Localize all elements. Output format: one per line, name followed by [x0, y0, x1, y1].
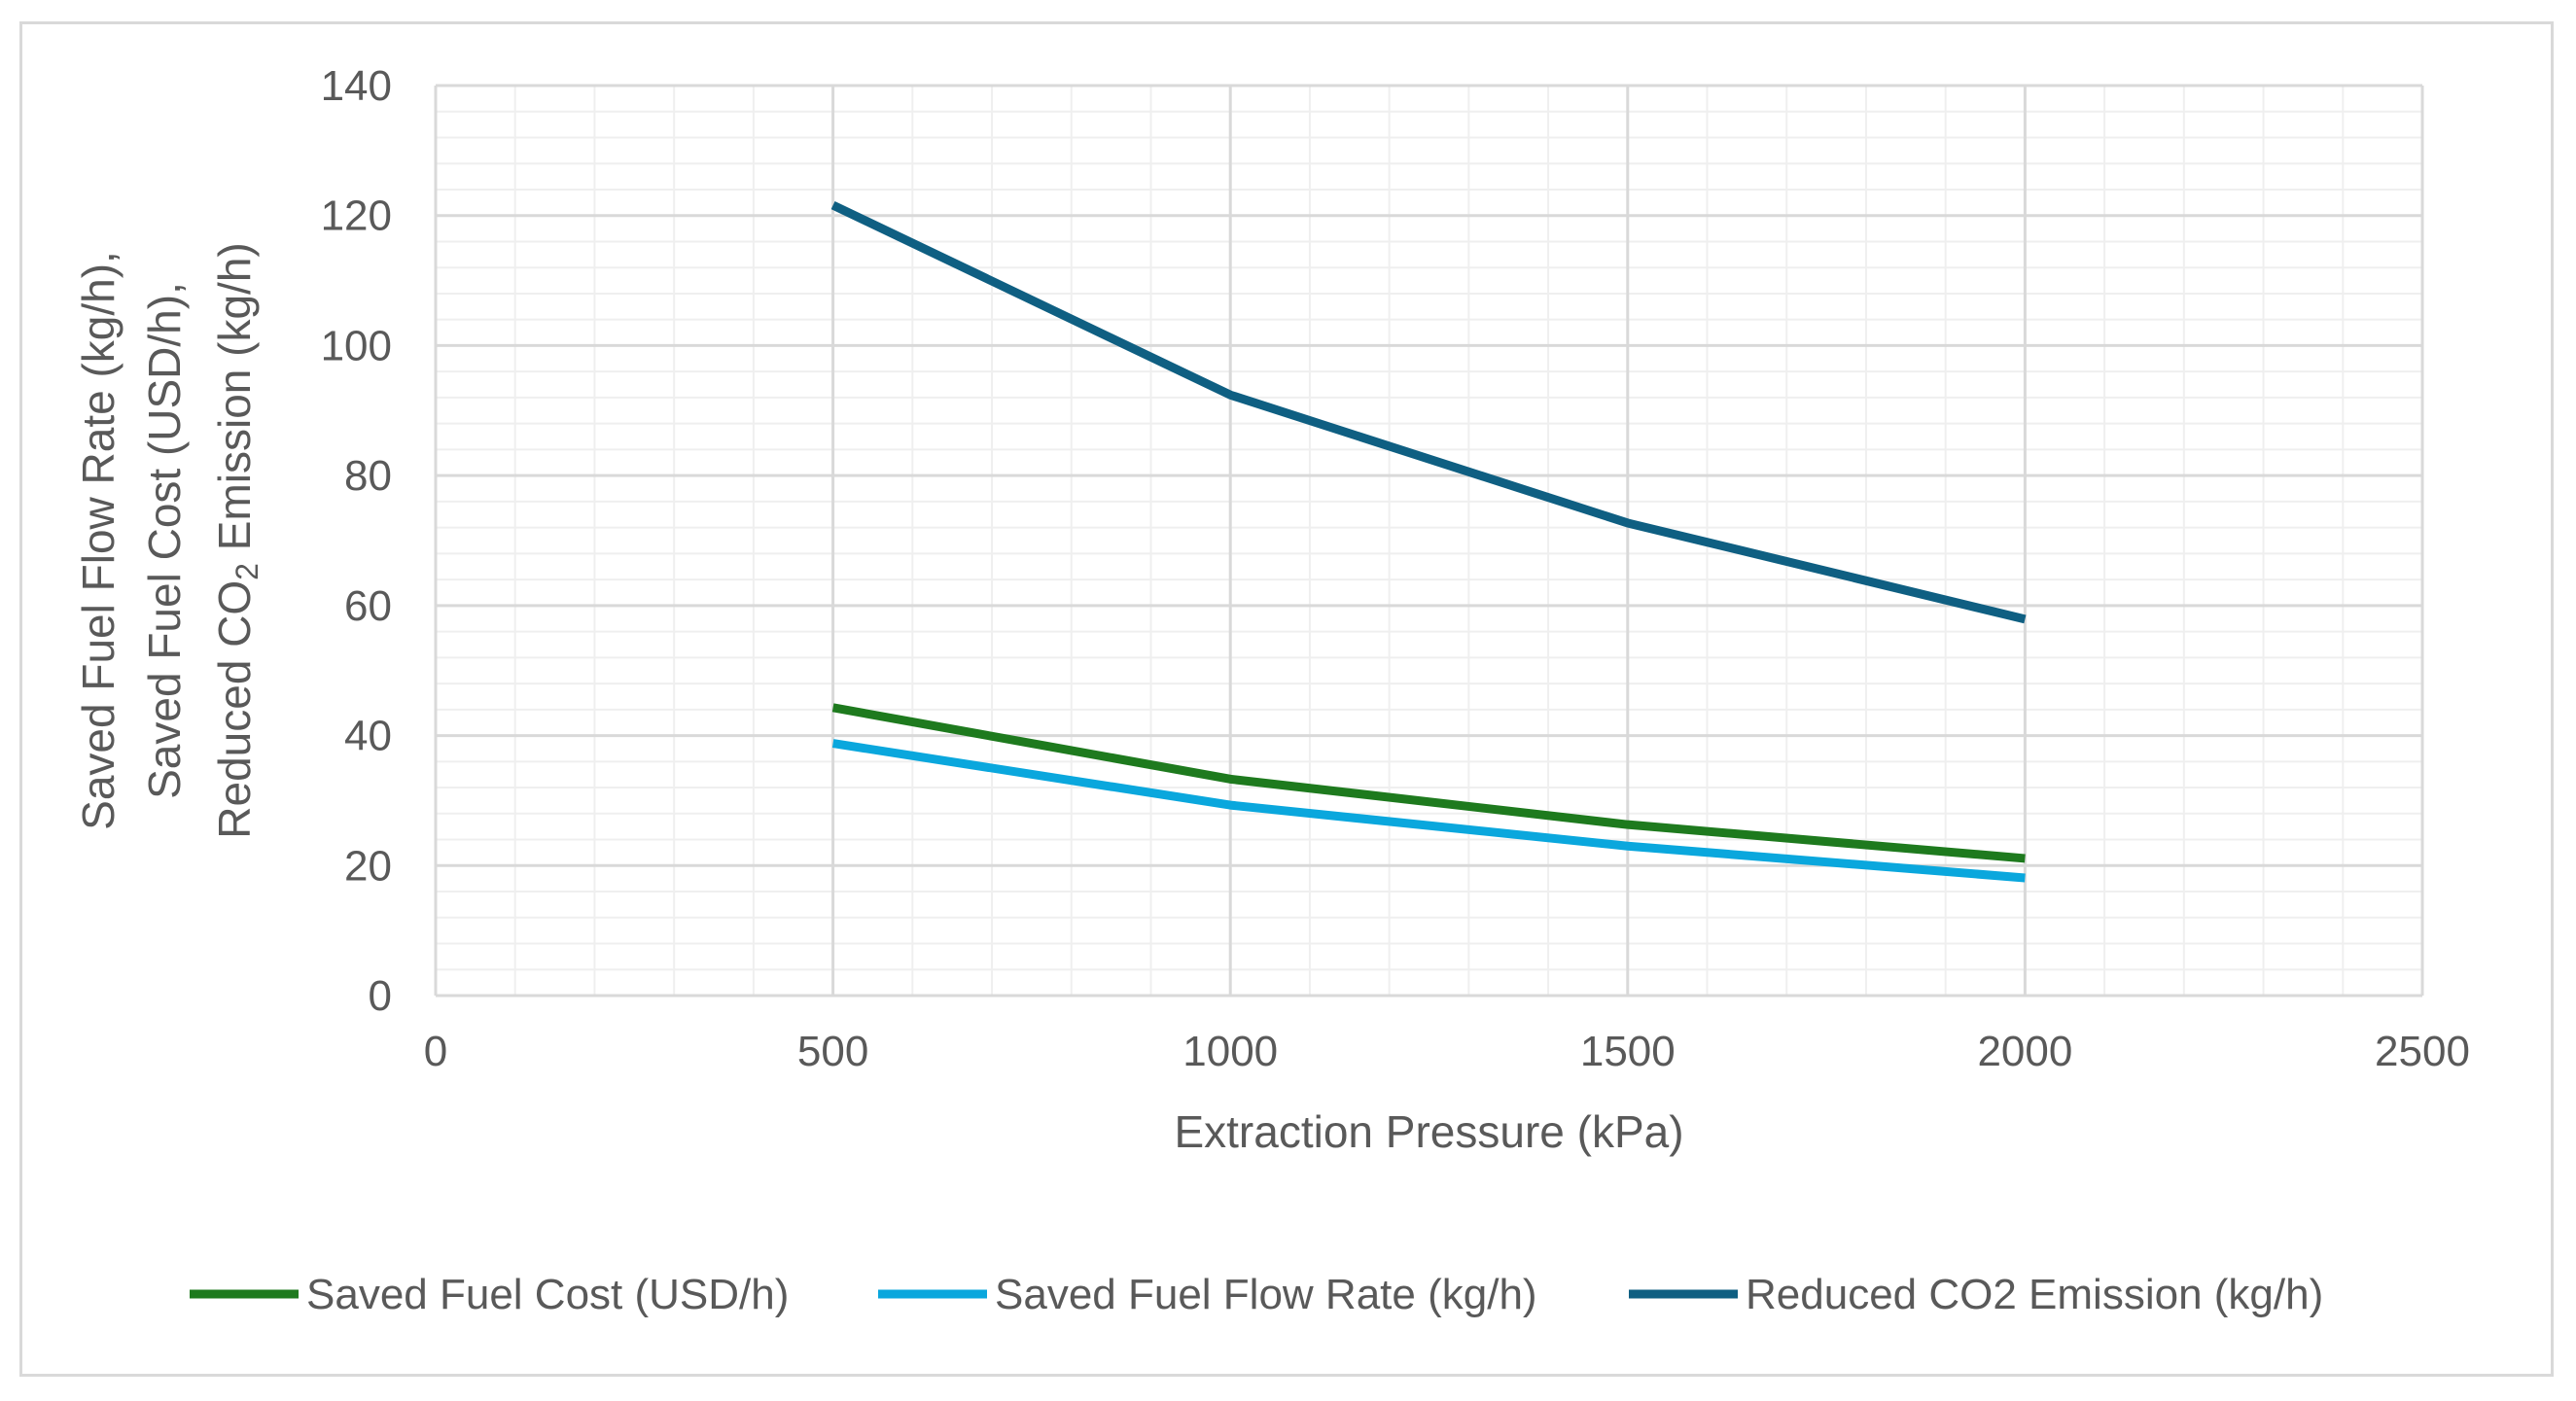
series-line-2: [831, 739, 2026, 883]
x-tick-label: 2500: [2375, 1028, 2470, 1075]
y-axis-title: Saved Fuel Flow Rate (kg/h), Saved Fuel …: [73, 242, 265, 838]
y-axis-title-subscript: 2: [229, 563, 265, 580]
x-tick-label: 500: [797, 1028, 868, 1075]
series-line-1: [831, 703, 2026, 863]
legend: Saved Fuel Cost (USD/h) Saved Fuel Flow R…: [190, 1271, 2323, 1318]
x-axis-ticks: 0 500 1000 1500 2000 2500: [424, 1028, 2470, 1075]
y-tick-label: 120: [321, 193, 392, 240]
y-axis-title-line-2: Saved Fuel Cost (USD/h),: [139, 282, 190, 799]
series-lines: [830, 200, 2027, 883]
y-axis-title-line-3: Reduced CO2 Emission (kg/h): [209, 242, 265, 838]
x-tick-label: 1500: [1580, 1028, 1676, 1075]
major-gridlines: [434, 84, 2424, 998]
legend-label-1: Saved Fuel Cost (USD/h): [306, 1271, 789, 1318]
y-tick-label: 0: [369, 972, 392, 1020]
y-axis-title-line-3-main: Reduced CO: [209, 580, 260, 839]
y-tick-label: 40: [344, 713, 392, 760]
y-tick-label: 100: [321, 322, 392, 369]
y-tick-label: 60: [344, 582, 392, 630]
y-axis-ticks: 0 20 40 60 80 100 120 140: [321, 62, 392, 1020]
y-tick-label: 140: [321, 62, 392, 110]
series-line-3: [830, 200, 2027, 624]
chart-frame: 0 20 40 60 80 100 120 140 0 500 1000 1500 2000 2500 …: [19, 21, 2554, 1377]
y-tick-label: 80: [344, 452, 392, 500]
y-axis-title-line-1: Saved Fuel Flow Rate (kg/h),: [73, 251, 124, 830]
minor-gridlines: [436, 86, 2422, 996]
y-axis-title-line-3-tail: Emission (kg/h): [209, 242, 260, 563]
x-tick-label: 1000: [1182, 1028, 1278, 1075]
x-tick-label: 0: [424, 1028, 447, 1075]
x-axis-title: Extraction Pressure (kPa): [1174, 1106, 1683, 1157]
legend-label-2: Saved Fuel Flow Rate (kg/h): [995, 1271, 1537, 1318]
x-tick-label: 2000: [1977, 1028, 2072, 1075]
legend-label-3: Reduced CO2 Emission (kg/h): [1746, 1271, 2323, 1318]
y-tick-label: 20: [344, 842, 392, 890]
